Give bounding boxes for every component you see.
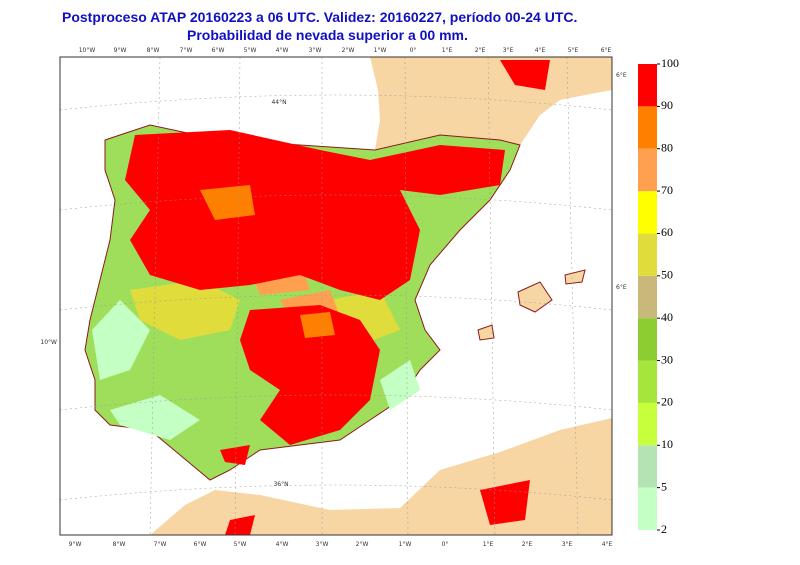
lon-label-right: 6°E [616,72,627,79]
balearics [477,269,586,341]
lon-label-top: 1°E [442,47,453,54]
lon-label-top: 9°W [114,47,127,54]
lon-label-bottom: 6°W [194,541,207,548]
lon-label-top: 4°W [276,47,289,54]
lat-label-left: 10°W [40,339,57,346]
lat-label: 36°N [273,481,288,488]
lon-label-top: 8°W [147,47,160,54]
graticule [59,56,613,536]
legend-swatch [638,106,657,149]
legend-swatch [638,360,657,403]
lon-label-top: 5°E [568,47,579,54]
lon-label-top: 3°W [309,47,322,54]
legend-swatch [638,233,657,276]
legend-label: 80 [661,140,673,154]
lon-label-top: 10°W [79,47,96,54]
legend-label: 10 [661,437,673,451]
legend-label: 20 [661,395,673,409]
france [370,57,612,150]
legend-swatch [638,318,657,361]
snow-mid [130,280,400,345]
legend-swatch [638,191,657,234]
lon-label-top: 2°W [342,47,355,54]
legend-swatch [638,64,657,107]
lon-label-bottom: 4°E [602,541,613,548]
lon-label-bottom: 9°W [69,541,82,548]
lon-label-top: 7°W [180,47,193,54]
lon-label-bottom: 3°E [562,541,573,548]
legend-label: 5 [661,479,667,493]
lon-label-bottom: 2°E [522,541,533,548]
legend-swatch [638,445,657,488]
lon-label-bottom: 1°E [483,541,494,548]
legend-swatch [638,148,657,192]
lon-label-top: 3°E [503,47,514,54]
lon-label-bottom: 1°W [399,541,412,548]
map [59,56,613,536]
legend-label: 50 [661,268,673,282]
lon-label-top: 6°W [212,47,225,54]
lon-label-bottom: 0° [442,541,449,548]
legend-label: 90 [661,98,673,112]
lon-label-bottom: 5°W [234,541,247,548]
lon-label-right: 6°E [616,284,627,291]
legend-swatch [638,402,657,446]
lon-label-top: 6°E [601,47,612,54]
legend-label: 40 [661,310,673,324]
lat-label: 44°N [271,99,286,106]
legend-label: 60 [661,225,673,239]
lon-label-top: 4°E [535,47,546,54]
lon-label-bottom: 8°W [113,541,126,548]
legend-label: 70 [661,183,673,197]
lon-label-top: 0° [410,47,417,54]
legend-label: 2 [661,522,667,536]
snow-high-orange [200,185,335,338]
legend-swatch [638,487,657,530]
snow-low [92,300,420,440]
lon-label-bottom: 4°W [276,541,289,548]
lon-label-bottom: 7°W [154,541,167,548]
title: Postproceso ATAP 20160223 a 06 UTC. Vali… [62,9,577,25]
lon-label-top: 1°W [374,47,387,54]
legend-label: 30 [661,352,673,366]
lon-label-top: 5°W [244,47,257,54]
subtitle: Probabilidad de nevada superior a 00 mm. [187,27,468,43]
legend-swatch [638,275,657,319]
snow-high [125,60,550,535]
lon-label-bottom: 3°W [316,541,329,548]
lon-label-bottom: 2°W [356,541,369,548]
legend-label: 100 [661,56,679,70]
map-frame [59,56,613,536]
lon-label-top: 2°E [475,47,486,54]
